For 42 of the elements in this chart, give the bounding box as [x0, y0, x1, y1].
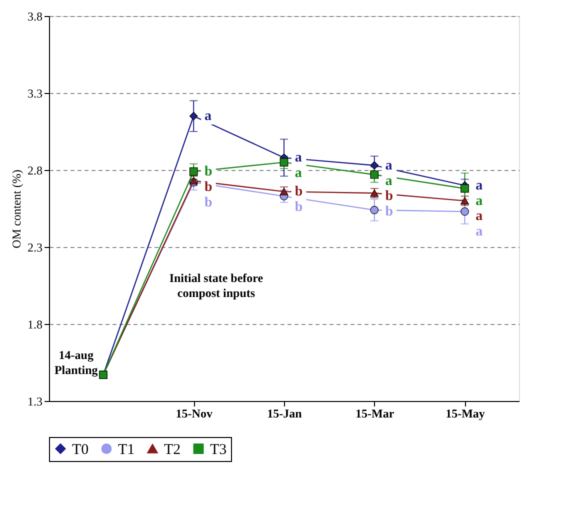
data-label: b	[294, 184, 303, 200]
y-tick-label: 2.3	[28, 240, 42, 254]
data-label: a	[476, 178, 483, 194]
data-label: b	[204, 164, 212, 180]
data-label: a	[294, 166, 302, 182]
legend-label: T3	[210, 442, 227, 458]
data-label: b	[204, 180, 212, 195]
point	[370, 206, 379, 214]
annotation: 14-aug Planting	[54, 348, 98, 377]
data-label: a	[476, 224, 483, 240]
x-tick-label: 15-May	[446, 406, 485, 420]
annotation: Initial state before compost inputs	[169, 270, 264, 300]
data-label: b	[385, 204, 394, 220]
x-tick-label: 15-Jan	[267, 406, 302, 420]
y-tick-label: 3.3	[28, 86, 42, 100]
point	[280, 158, 288, 166]
legend-label: T1	[118, 442, 135, 458]
point	[370, 189, 379, 197]
point	[189, 112, 198, 120]
y-tick-label: 3.8	[28, 10, 42, 24]
point	[460, 207, 469, 216]
y-tick-label: 2.8	[28, 164, 42, 178]
data-label: b	[385, 189, 394, 204]
point	[189, 167, 198, 176]
point	[370, 170, 379, 179]
legend-label: T2	[164, 442, 181, 458]
y-tick-label: 1.8	[28, 318, 42, 332]
point	[460, 184, 469, 193]
data-label: a	[476, 209, 483, 224]
y-axis-title: OM content (%)	[10, 170, 24, 248]
data-label: a	[294, 150, 302, 166]
data-label: a	[204, 109, 212, 124]
data-label: a	[385, 174, 392, 189]
data-label: a	[476, 194, 483, 209]
y-tick-label: 1.3	[28, 394, 42, 408]
legend-label: T0	[72, 442, 89, 458]
x-tick-label: 15-Mar	[356, 406, 395, 420]
x-tick-label: 15-Nov	[176, 406, 212, 420]
point	[370, 161, 379, 170]
data-label: a	[385, 158, 392, 174]
data-label: b	[294, 200, 303, 215]
data-label: b	[204, 195, 212, 210]
